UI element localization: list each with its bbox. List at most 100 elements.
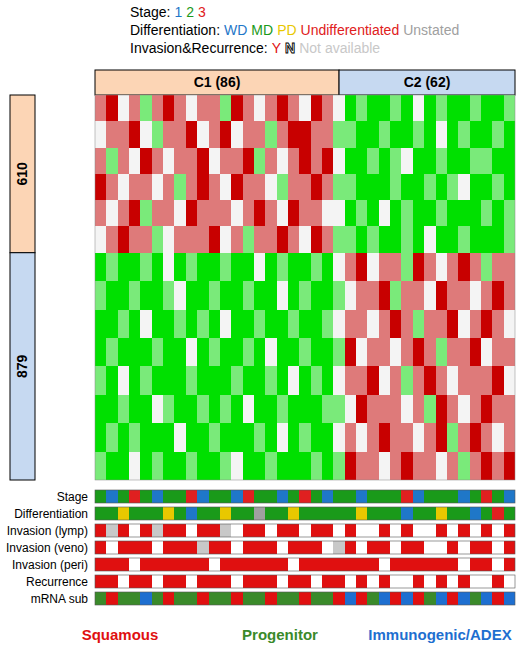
heatmap-cell <box>413 253 425 282</box>
track-cell <box>140 558 152 571</box>
heatmap-cell <box>311 226 323 253</box>
heatmap-cell <box>356 174 368 201</box>
heatmap-cell <box>322 200 334 227</box>
heatmap-cell <box>129 366 141 395</box>
heatmap-cell <box>492 200 504 227</box>
heatmap-cell <box>118 452 130 480</box>
column-cluster <box>339 70 515 95</box>
heatmap-cell <box>140 338 152 367</box>
heatmap-cell <box>243 310 255 339</box>
heatmap-cell <box>231 200 243 227</box>
heatmap-cell <box>413 423 425 452</box>
track <box>95 575 515 588</box>
track-cell <box>163 575 175 588</box>
heatmap-cell <box>118 95 130 122</box>
heatmap-cell <box>243 281 255 310</box>
heatmap-cell <box>458 338 470 367</box>
heatmap-cell <box>333 226 345 253</box>
heatmap-cell <box>379 200 391 227</box>
heatmap-cell <box>470 423 482 452</box>
track-cell <box>288 541 300 554</box>
heatmap-cell <box>118 338 130 367</box>
track-cell <box>299 524 311 537</box>
heatmap-cell <box>254 395 266 424</box>
heatmap-cell <box>140 395 152 424</box>
heatmap-cell <box>95 121 107 148</box>
track-cell <box>436 524 448 537</box>
track-cell <box>379 507 391 520</box>
heatmap-cell <box>186 395 198 424</box>
heatmap-cell <box>277 121 289 148</box>
heatmap-cell <box>379 366 391 395</box>
heatmap-cell <box>311 395 323 424</box>
heatmap-cell <box>186 121 198 148</box>
heatmap-cell <box>197 366 209 395</box>
heatmap-cell <box>220 121 232 148</box>
heatmap-cell <box>186 281 198 310</box>
track-cell <box>265 592 277 605</box>
heatmap-cell <box>458 148 470 175</box>
heatmap-cell <box>265 226 277 253</box>
track-cell <box>424 524 436 537</box>
heatmap-cell <box>152 338 164 367</box>
heatmap-cell <box>390 395 402 424</box>
heatmap-cell <box>129 310 141 339</box>
heatmap-cell <box>367 200 379 227</box>
track-cell <box>265 490 277 503</box>
heatmap-cell <box>345 281 357 310</box>
track-cell <box>140 490 152 503</box>
track-cell <box>311 524 323 537</box>
heatmap-cell <box>152 174 164 201</box>
heatmap-cell <box>277 366 289 395</box>
heatmap-cell <box>95 452 107 480</box>
track-cell <box>299 490 311 503</box>
heatmap-cell <box>243 200 255 227</box>
track-cell <box>106 575 118 588</box>
heatmap-cell <box>118 174 130 201</box>
heatmap-cell <box>197 95 209 122</box>
legend-item: Undifferentiated <box>301 22 400 38</box>
heatmap-cell <box>140 423 152 452</box>
track-cell <box>345 541 357 554</box>
heatmap-cell <box>197 423 209 452</box>
heatmap-cell <box>299 310 311 339</box>
track-cell <box>277 575 289 588</box>
heatmap-cell <box>197 121 209 148</box>
track-cell <box>152 490 164 503</box>
track-cell <box>492 507 504 520</box>
track-cell <box>447 558 459 571</box>
heatmap-cell <box>504 253 515 282</box>
heatmap-cell <box>390 338 402 367</box>
heatmap-cell <box>288 174 300 201</box>
heatmap-cell <box>311 95 323 122</box>
heatmap-cell <box>367 423 379 452</box>
heatmap-cell <box>163 253 175 282</box>
heatmap-cell <box>481 121 493 148</box>
heatmap-cell <box>197 226 209 253</box>
heatmap-cell <box>288 423 300 452</box>
track-cell <box>254 507 266 520</box>
heatmap-cell <box>174 200 186 227</box>
track-cell <box>470 490 482 503</box>
heatmap-cell <box>322 395 334 424</box>
heatmap-cell <box>367 281 379 310</box>
heatmap-cell <box>413 95 425 122</box>
heatmap-cell <box>345 423 357 452</box>
track-cell <box>277 592 289 605</box>
heatmap-cell <box>322 423 334 452</box>
heatmap-cell <box>106 95 118 122</box>
heatmap-cell <box>311 281 323 310</box>
track-cell <box>163 558 175 571</box>
heatmap-cell <box>322 121 334 148</box>
heatmap-cell <box>265 148 277 175</box>
track-cell <box>413 524 425 537</box>
track-cell <box>436 541 448 554</box>
heatmap-cell <box>277 395 289 424</box>
heatmap-cell <box>390 200 402 227</box>
track-cell <box>390 592 402 605</box>
track-cell <box>174 592 186 605</box>
heatmap-cell <box>254 174 266 201</box>
track-frame <box>95 507 515 520</box>
track-cell <box>265 558 277 571</box>
track <box>95 558 515 571</box>
